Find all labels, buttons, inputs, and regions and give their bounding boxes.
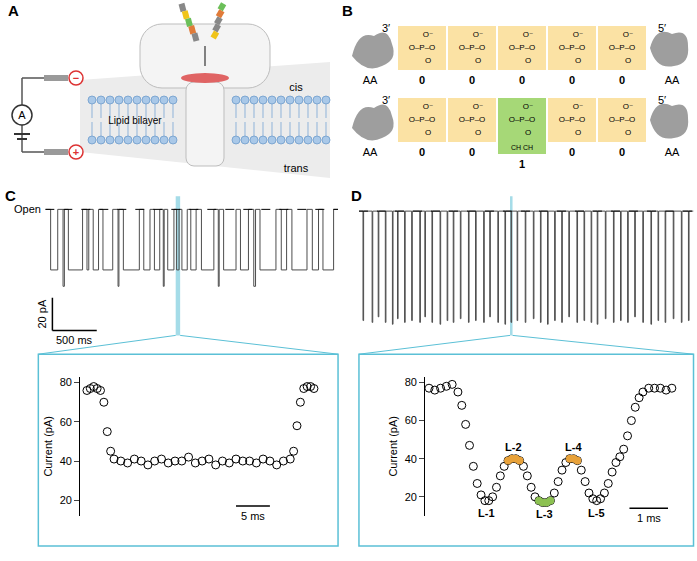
svg-text:40: 40 <box>405 453 417 465</box>
svg-text:20: 20 <box>60 494 72 506</box>
svg-text:O–P–O: O–P–O <box>509 115 536 124</box>
svg-text:O: O <box>625 56 631 65</box>
svg-text:0: 0 <box>519 74 525 86</box>
svg-text:Lipid bilayer: Lipid bilayer <box>108 115 162 126</box>
svg-text:O: O <box>625 128 631 137</box>
svg-text:0: 0 <box>619 146 625 158</box>
svg-text:AA: AA <box>363 146 378 158</box>
svg-text:O⁻: O⁻ <box>523 30 533 39</box>
svg-text:5 ms: 5 ms <box>241 510 265 522</box>
svg-text:O–P–O: O–P–O <box>409 115 436 124</box>
svg-text:O⁻: O⁻ <box>623 102 633 111</box>
svg-text:O–P–O: O–P–O <box>459 43 486 52</box>
svg-text:L-3: L-3 <box>536 508 553 520</box>
svg-text:O: O <box>575 128 581 137</box>
svg-text:O: O <box>475 128 481 137</box>
svg-text:O⁻: O⁻ <box>573 102 583 111</box>
svg-text:0: 0 <box>569 146 575 158</box>
svg-text:A: A <box>8 2 19 19</box>
svg-text:A: A <box>18 109 26 121</box>
svg-text:O–P–O: O–P–O <box>609 43 636 52</box>
svg-text:80: 80 <box>60 376 72 388</box>
svg-text:L-4: L-4 <box>565 441 582 453</box>
svg-text:+: + <box>73 146 79 158</box>
svg-text:−: − <box>73 72 79 84</box>
svg-text:AA: AA <box>665 74 680 86</box>
svg-text:3′: 3′ <box>382 94 390 106</box>
svg-text:O: O <box>525 128 531 137</box>
svg-text:0: 0 <box>469 74 475 86</box>
svg-text:O: O <box>525 56 531 65</box>
svg-text:60: 60 <box>405 414 417 426</box>
svg-text:O–P–O: O–P–O <box>559 115 586 124</box>
svg-text:40: 40 <box>60 455 72 467</box>
svg-text:O–P–O: O–P–O <box>509 43 536 52</box>
svg-text:O⁻: O⁻ <box>473 30 483 39</box>
svg-text:O: O <box>575 56 581 65</box>
svg-text:0: 0 <box>419 74 425 86</box>
svg-text:1: 1 <box>519 158 525 170</box>
svg-text:B: B <box>342 2 353 19</box>
svg-text:O: O <box>425 128 431 137</box>
svg-text:C: C <box>5 187 16 204</box>
svg-text:D: D <box>351 187 362 204</box>
svg-text:O–P–O: O–P–O <box>409 43 436 52</box>
svg-text:Current (pA): Current (pA) <box>387 416 399 477</box>
svg-text:0: 0 <box>619 74 625 86</box>
svg-text:O–P–O: O–P–O <box>559 43 586 52</box>
svg-text:O: O <box>475 56 481 65</box>
svg-text:O⁻: O⁻ <box>573 30 583 39</box>
svg-text:AA: AA <box>363 74 378 86</box>
svg-text:500 ms: 500 ms <box>56 334 93 346</box>
svg-text:0: 0 <box>469 146 475 158</box>
svg-text:3′: 3′ <box>382 22 390 34</box>
svg-text:O⁻: O⁻ <box>423 102 433 111</box>
svg-text:0: 0 <box>419 146 425 158</box>
svg-text:O⁻: O⁻ <box>523 102 533 111</box>
svg-text:20: 20 <box>405 491 417 503</box>
svg-text:O: O <box>425 56 431 65</box>
svg-text:L-2: L-2 <box>505 441 522 453</box>
svg-text:AA: AA <box>665 146 680 158</box>
svg-text:O⁻: O⁻ <box>623 30 633 39</box>
svg-text:1 ms: 1 ms <box>637 512 661 524</box>
svg-text:5′: 5′ <box>658 94 666 106</box>
svg-text:cis: cis <box>289 81 303 93</box>
svg-text:trans: trans <box>284 162 309 174</box>
svg-text:60: 60 <box>60 416 72 428</box>
svg-text:Open: Open <box>14 203 41 215</box>
svg-text:O⁻: O⁻ <box>473 102 483 111</box>
svg-text:O–P–O: O–P–O <box>459 115 486 124</box>
svg-text:L-5: L-5 <box>588 507 605 519</box>
svg-text:80: 80 <box>405 376 417 388</box>
svg-text:O–P–O: O–P–O <box>609 115 636 124</box>
svg-text:5′: 5′ <box>658 22 666 34</box>
svg-text:0: 0 <box>569 74 575 86</box>
svg-text:20 pA: 20 pA <box>36 299 48 328</box>
svg-text:L-1: L-1 <box>478 507 495 519</box>
svg-text:Current (pA): Current (pA) <box>42 416 54 477</box>
svg-text:O⁻: O⁻ <box>423 30 433 39</box>
svg-text:CH CH: CH CH <box>511 144 533 151</box>
